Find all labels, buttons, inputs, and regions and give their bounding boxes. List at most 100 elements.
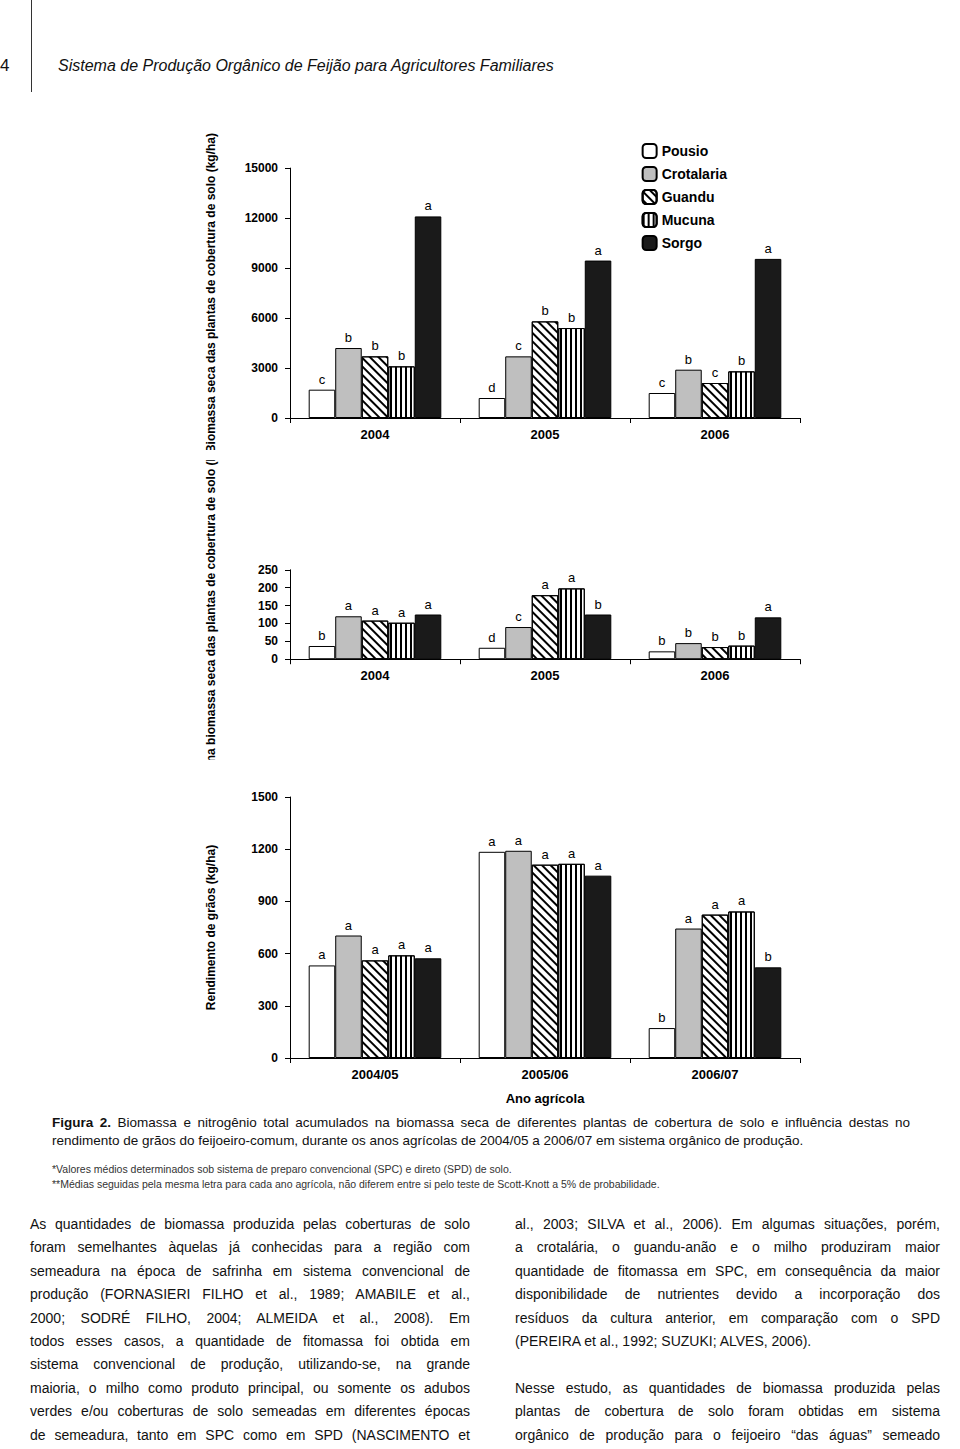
svg-text:3000: 3000	[251, 361, 278, 375]
svg-text:2005: 2005	[531, 668, 560, 683]
svg-text:1500: 1500	[251, 790, 278, 804]
svg-text:Mucuna: Mucuna	[662, 212, 715, 228]
svg-text:a: a	[345, 598, 353, 613]
html-text:Nesse estudo, as quantidades d: Nesse estudo, as quantidades de biomassa…	[515, 1379, 940, 1396]
svg-text:c: c	[659, 375, 666, 390]
svg-text:a: a	[398, 605, 406, 620]
svg-text:a: a	[594, 243, 602, 258]
svg-text:Sorgo: Sorgo	[662, 235, 702, 251]
svg-text:a: a	[424, 198, 432, 213]
html-text:verdes e/ou coberturas de solo: verdes e/ou coberturas de solo semeadas …	[30, 1403, 470, 1420]
svg-text:a: a	[568, 846, 576, 861]
svg-text:b: b	[658, 1010, 665, 1025]
html-text:a crotalária, o guandu-anão e: a crotalária, o guandu-anão e o milho pr…	[515, 1239, 940, 1256]
html-text:semeadura na época de safrinha: semeadura na época de safrinha em sistem…	[30, 1262, 470, 1279]
svg-text:a: a	[541, 577, 549, 592]
svg-text:2004/05: 2004/05	[352, 1067, 399, 1082]
html-text:disponibilidade de nutrientes: disponibilidade de nutrientes devido a i…	[515, 1286, 940, 1303]
html-text:resíduos da cultura anterior,: resíduos da cultura anterior, em compara…	[515, 1309, 940, 1326]
svg-text:b: b	[371, 338, 378, 353]
svg-text:d: d	[488, 630, 495, 645]
svg-text:150: 150	[258, 599, 278, 613]
svg-text:12000: 12000	[245, 211, 279, 225]
svg-text:c: c	[319, 372, 326, 387]
svg-text:a: a	[345, 918, 353, 933]
html-text:de semeadura, tanto em SPC com: de semeadura, tanto em SPC como em SPD (…	[30, 1426, 470, 1443]
svg-text:6000: 6000	[251, 311, 278, 325]
svg-text:300: 300	[258, 999, 278, 1013]
svg-text:0: 0	[271, 411, 278, 425]
svg-text:a: a	[738, 893, 746, 908]
svg-text:100: 100	[258, 616, 278, 630]
svg-text:N total na biomassa seca das p: N total na biomassa seca das plantas de …	[204, 460, 218, 760]
svg-text:b: b	[658, 633, 665, 648]
html-text:plantas de cobertura de solo f: plantas de cobertura de solo foram obtid…	[515, 1403, 940, 1420]
svg-text:b: b	[685, 352, 692, 367]
svg-text:0: 0	[271, 1051, 278, 1065]
svg-text:15000: 15000	[245, 161, 279, 175]
svg-text:a: a	[541, 847, 549, 862]
svg-text:2004: 2004	[361, 427, 391, 442]
svg-text:b: b	[398, 348, 405, 363]
html-text:quantidade de fitomassa em SPC: quantidade de fitomassa em SPC, em conse…	[515, 1262, 940, 1279]
svg-text:2005/06: 2005/06	[522, 1067, 569, 1082]
svg-text:Rendimento de grãos (kg/ha): Rendimento de grãos (kg/ha)	[204, 845, 218, 1010]
html-text:Sistema de Produção Orgânico d: Sistema de Produção Orgânico de Feijão p…	[58, 57, 554, 74]
svg-text:2006: 2006	[701, 427, 730, 442]
html-text:produção (FORNASIERI FILHO et: produção (FORNASIERI FILHO et al., 1989;…	[30, 1286, 470, 1303]
svg-text:a: a	[594, 858, 602, 873]
svg-text:a: a	[764, 241, 772, 256]
svg-text:a: a	[764, 599, 772, 614]
html-text:maioria, o milho como produto: maioria, o milho como produto principal,…	[30, 1379, 470, 1396]
svg-text:b: b	[541, 303, 548, 318]
html-text:orgânico de produção para o fe: orgânico de produção para o feijoeiro “d…	[515, 1426, 940, 1443]
svg-text:b: b	[318, 628, 325, 643]
svg-text:2004: 2004	[361, 668, 391, 683]
svg-text:a: a	[371, 942, 379, 957]
html-text:As quantidades de biomassa pro: As quantidades de biomassa produzida pel…	[30, 1216, 470, 1232]
svg-text:c: c	[515, 609, 522, 624]
svg-text:a: a	[711, 897, 719, 912]
svg-text:a: a	[398, 937, 406, 952]
svg-text:a: a	[685, 911, 693, 926]
svg-text:b: b	[738, 628, 745, 643]
svg-text:9000: 9000	[251, 261, 278, 275]
svg-text:Pousio: Pousio	[662, 143, 709, 159]
svg-text:600: 600	[258, 947, 278, 961]
svg-text:b: b	[711, 629, 718, 644]
svg-text:a: a	[318, 947, 326, 962]
svg-text:a: a	[488, 834, 496, 849]
svg-text:a: a	[515, 833, 523, 848]
svg-text:c: c	[712, 365, 719, 380]
svg-text:200: 200	[258, 581, 278, 595]
svg-text:a: a	[424, 940, 432, 955]
svg-text:c: c	[515, 338, 522, 353]
svg-text:a: a	[371, 603, 379, 618]
svg-text:50: 50	[265, 634, 279, 648]
svg-text:b: b	[764, 949, 771, 964]
svg-text:Guandu: Guandu	[662, 189, 715, 205]
svg-text:Crotalaria: Crotalaria	[662, 166, 728, 182]
html-text:todos esses casos, a quantidad: todos esses casos, a quantidade de fitom…	[30, 1333, 470, 1349]
svg-text:Biomassa seca das plantas de c: Biomassa seca das plantas de cobertura d…	[204, 133, 218, 450]
svg-text:900: 900	[258, 894, 278, 908]
svg-text:b: b	[345, 330, 352, 345]
svg-text:b: b	[685, 625, 692, 640]
svg-text:250: 250	[258, 563, 278, 577]
svg-text:2006/07: 2006/07	[692, 1067, 739, 1082]
svg-text:d: d	[488, 380, 495, 395]
svg-text:2005: 2005	[531, 427, 560, 442]
html-text:2000; SODRÉ FILHO, 2004; ALMEI: 2000; SODRÉ FILHO, 2004; ALMEIDA et al.,…	[30, 1309, 470, 1326]
svg-text:a: a	[424, 597, 432, 612]
svg-text:b: b	[594, 597, 601, 612]
svg-text:b: b	[568, 310, 575, 325]
svg-text:b: b	[738, 353, 745, 368]
svg-text:0: 0	[271, 652, 278, 666]
html-text:Figura 2. Biomassa e nitrogêni: Figura 2. Biomassa e nitrogênio total ac…	[52, 1115, 910, 1148]
svg-text:Ano agrícola: Ano agrícola	[506, 1091, 586, 1106]
svg-text:a: a	[568, 570, 576, 585]
svg-text:1200: 1200	[251, 842, 278, 856]
html-text:foram semelhantes àquelas já c: foram semelhantes àquelas já conhecidas …	[30, 1239, 470, 1256]
html-text:sistema convencional de produç: sistema convencional de produção, utiliz…	[30, 1356, 470, 1373]
svg-text:2006: 2006	[701, 668, 730, 683]
